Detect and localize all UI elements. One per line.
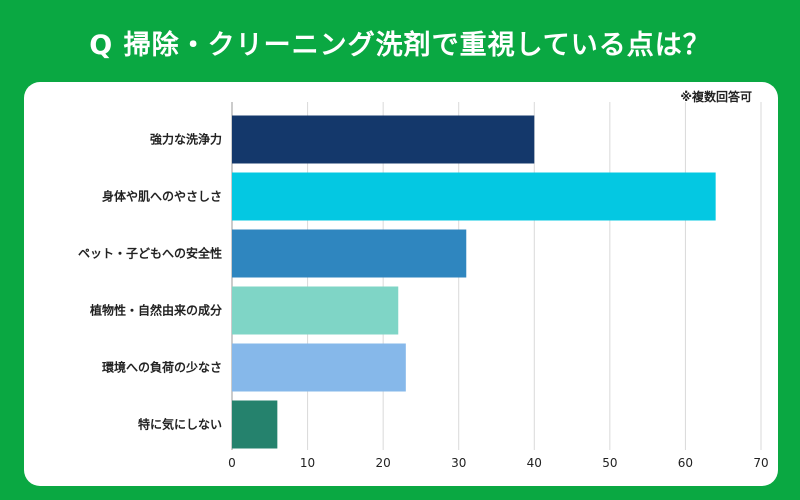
bar — [232, 286, 399, 335]
x-tick-label: 60 — [678, 456, 693, 470]
x-tick-label: 30 — [451, 456, 466, 470]
bar — [232, 115, 535, 164]
x-tick-label: 0 — [228, 456, 236, 470]
x-tick-label: 10 — [300, 456, 315, 470]
category-label: 身体や肌へのやさしさ — [102, 189, 222, 204]
bar — [232, 229, 467, 278]
category-label: 特に気にしない — [138, 417, 222, 432]
category-label: 強力な洗浄力 — [150, 132, 222, 147]
category-label: 環境への負荷の少なさ — [102, 360, 222, 375]
bar-chart: 強力な洗浄力身体や肌へのやさしさペット・子どもへの安全性植物性・自然由来の成分環… — [78, 102, 769, 470]
bar — [232, 172, 716, 221]
multiple-answer-note: ※複数回答可 — [680, 90, 752, 104]
x-tick-label: 70 — [753, 456, 768, 470]
chart-card: ※複数回答可 強力な洗浄力身体や肌へのやさしさペット・子どもへの安全性植物性・自… — [24, 82, 778, 486]
bar — [232, 343, 406, 392]
x-tick-label: 40 — [527, 456, 542, 470]
x-tick-label: 50 — [602, 456, 617, 470]
category-label: 植物性・自然由来の成分 — [89, 303, 222, 318]
category-label: ペット・子どもへの安全性 — [78, 246, 222, 261]
bar — [232, 400, 278, 449]
x-tick-label: 20 — [376, 456, 391, 470]
page-title: Q 掃除・クリーニング洗剤で重視している点は？ — [89, 29, 711, 61]
